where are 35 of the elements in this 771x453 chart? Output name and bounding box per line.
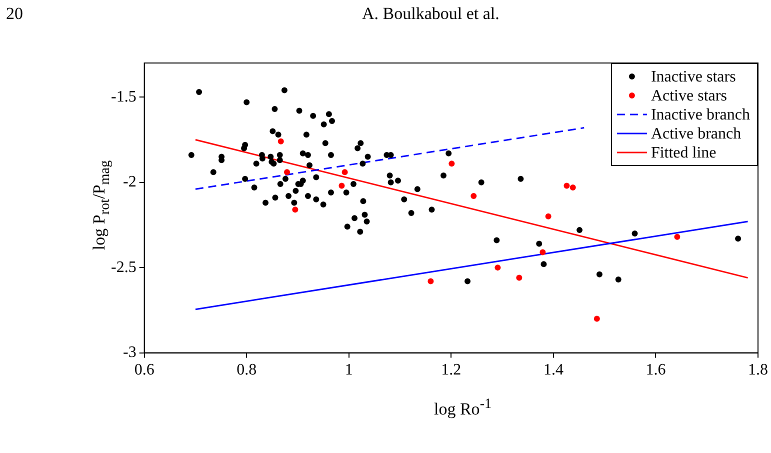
point: [494, 264, 501, 271]
point: [594, 316, 600, 322]
x-axis-title: log Ro$^{-1}$: [434, 396, 492, 420]
y-tick-label: -1.5: [111, 88, 136, 106]
legend-label: Fitted line: [650, 144, 716, 162]
y-tick-label: -3: [123, 344, 136, 362]
x-tick-label: 1.2: [441, 362, 462, 379]
x-tick-label: 1.6: [646, 362, 666, 379]
point: [470, 192, 477, 199]
legend-label: Active branch: [650, 126, 742, 143]
legend-label: Inactive stars: [650, 68, 736, 86]
x-tick-label: 1.8: [748, 362, 768, 379]
x-tick-label: 0.6: [134, 362, 154, 379]
y-tick-label: -2: [123, 174, 136, 191]
point: [516, 274, 522, 281]
point: [284, 169, 290, 176]
text: 20: [6, 4, 23, 24]
legend-label: Active stars: [650, 88, 727, 105]
point: [540, 249, 546, 256]
point: [292, 206, 298, 213]
point: [278, 138, 284, 144]
y-tick-label: -2.5: [111, 258, 136, 276]
point: [428, 278, 434, 284]
text: A. Boulkaboul et al.: [362, 4, 500, 24]
point: [338, 182, 345, 189]
point: [342, 169, 348, 176]
x-tick-label: 1.4: [543, 362, 564, 379]
point: [674, 234, 680, 240]
point: [564, 182, 570, 189]
x-tick-label: 0.8: [236, 362, 257, 379]
point: [570, 184, 576, 190]
point: [448, 160, 455, 167]
point: [545, 213, 552, 220]
legend-label: Inactive branch: [650, 106, 750, 124]
x-tick-label: 1: [344, 362, 353, 379]
